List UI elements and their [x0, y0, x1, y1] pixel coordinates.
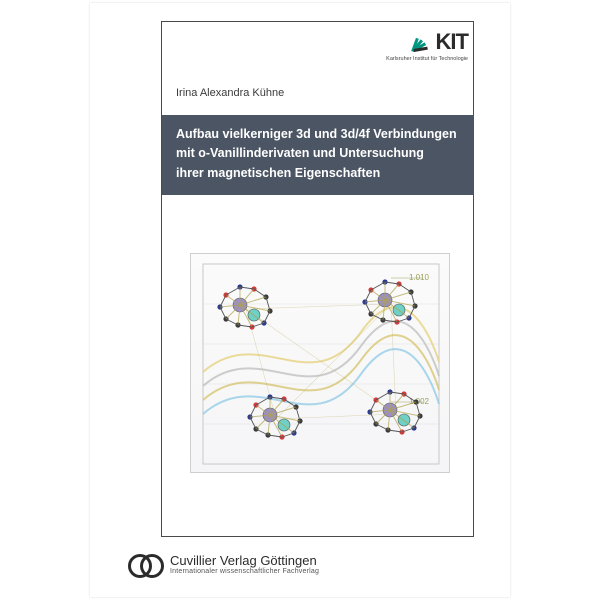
figure-svg: 1.010 1.002 [191, 254, 450, 473]
kit-mark: KIT [386, 29, 468, 55]
title-line-3: ihrer magnetischen Eigenschaften [176, 164, 460, 183]
publisher-block: Cuvillier Verlag Göttingen International… [126, 551, 474, 577]
author-name: Irina Alexandra Kühne [176, 87, 284, 99]
publisher-tagline: Internationaler wissenschaftlicher Fachv… [170, 568, 319, 575]
kit-fan-icon [414, 32, 434, 52]
publisher-name: Cuvillier Verlag Göttingen [170, 553, 319, 568]
publisher-logo-icon [128, 551, 160, 577]
svg-text:1.002: 1.002 [409, 397, 430, 406]
kit-subtitle: Karlsruher Institut für Technologie [386, 56, 468, 62]
book-cover: KIT Karlsruher Institut für Technologie … [90, 3, 510, 597]
publisher-text: Cuvillier Verlag Göttingen International… [170, 553, 319, 575]
title-band: Aufbau vielkerniger 3d und 3d/4f Verbind… [162, 115, 474, 195]
title-line-1: Aufbau vielkerniger 3d und 3d/4f Verbind… [176, 125, 460, 144]
svg-text:1.010: 1.010 [409, 273, 430, 282]
kit-logo: KIT Karlsruher Institut für Technologie [386, 29, 468, 62]
kit-text: KIT [436, 29, 468, 55]
title-line-2: mit o-Vanillinderivaten und Untersuchung [176, 144, 460, 163]
left-strip [126, 21, 162, 537]
cover-figure: 1.010 1.002 [190, 253, 450, 473]
